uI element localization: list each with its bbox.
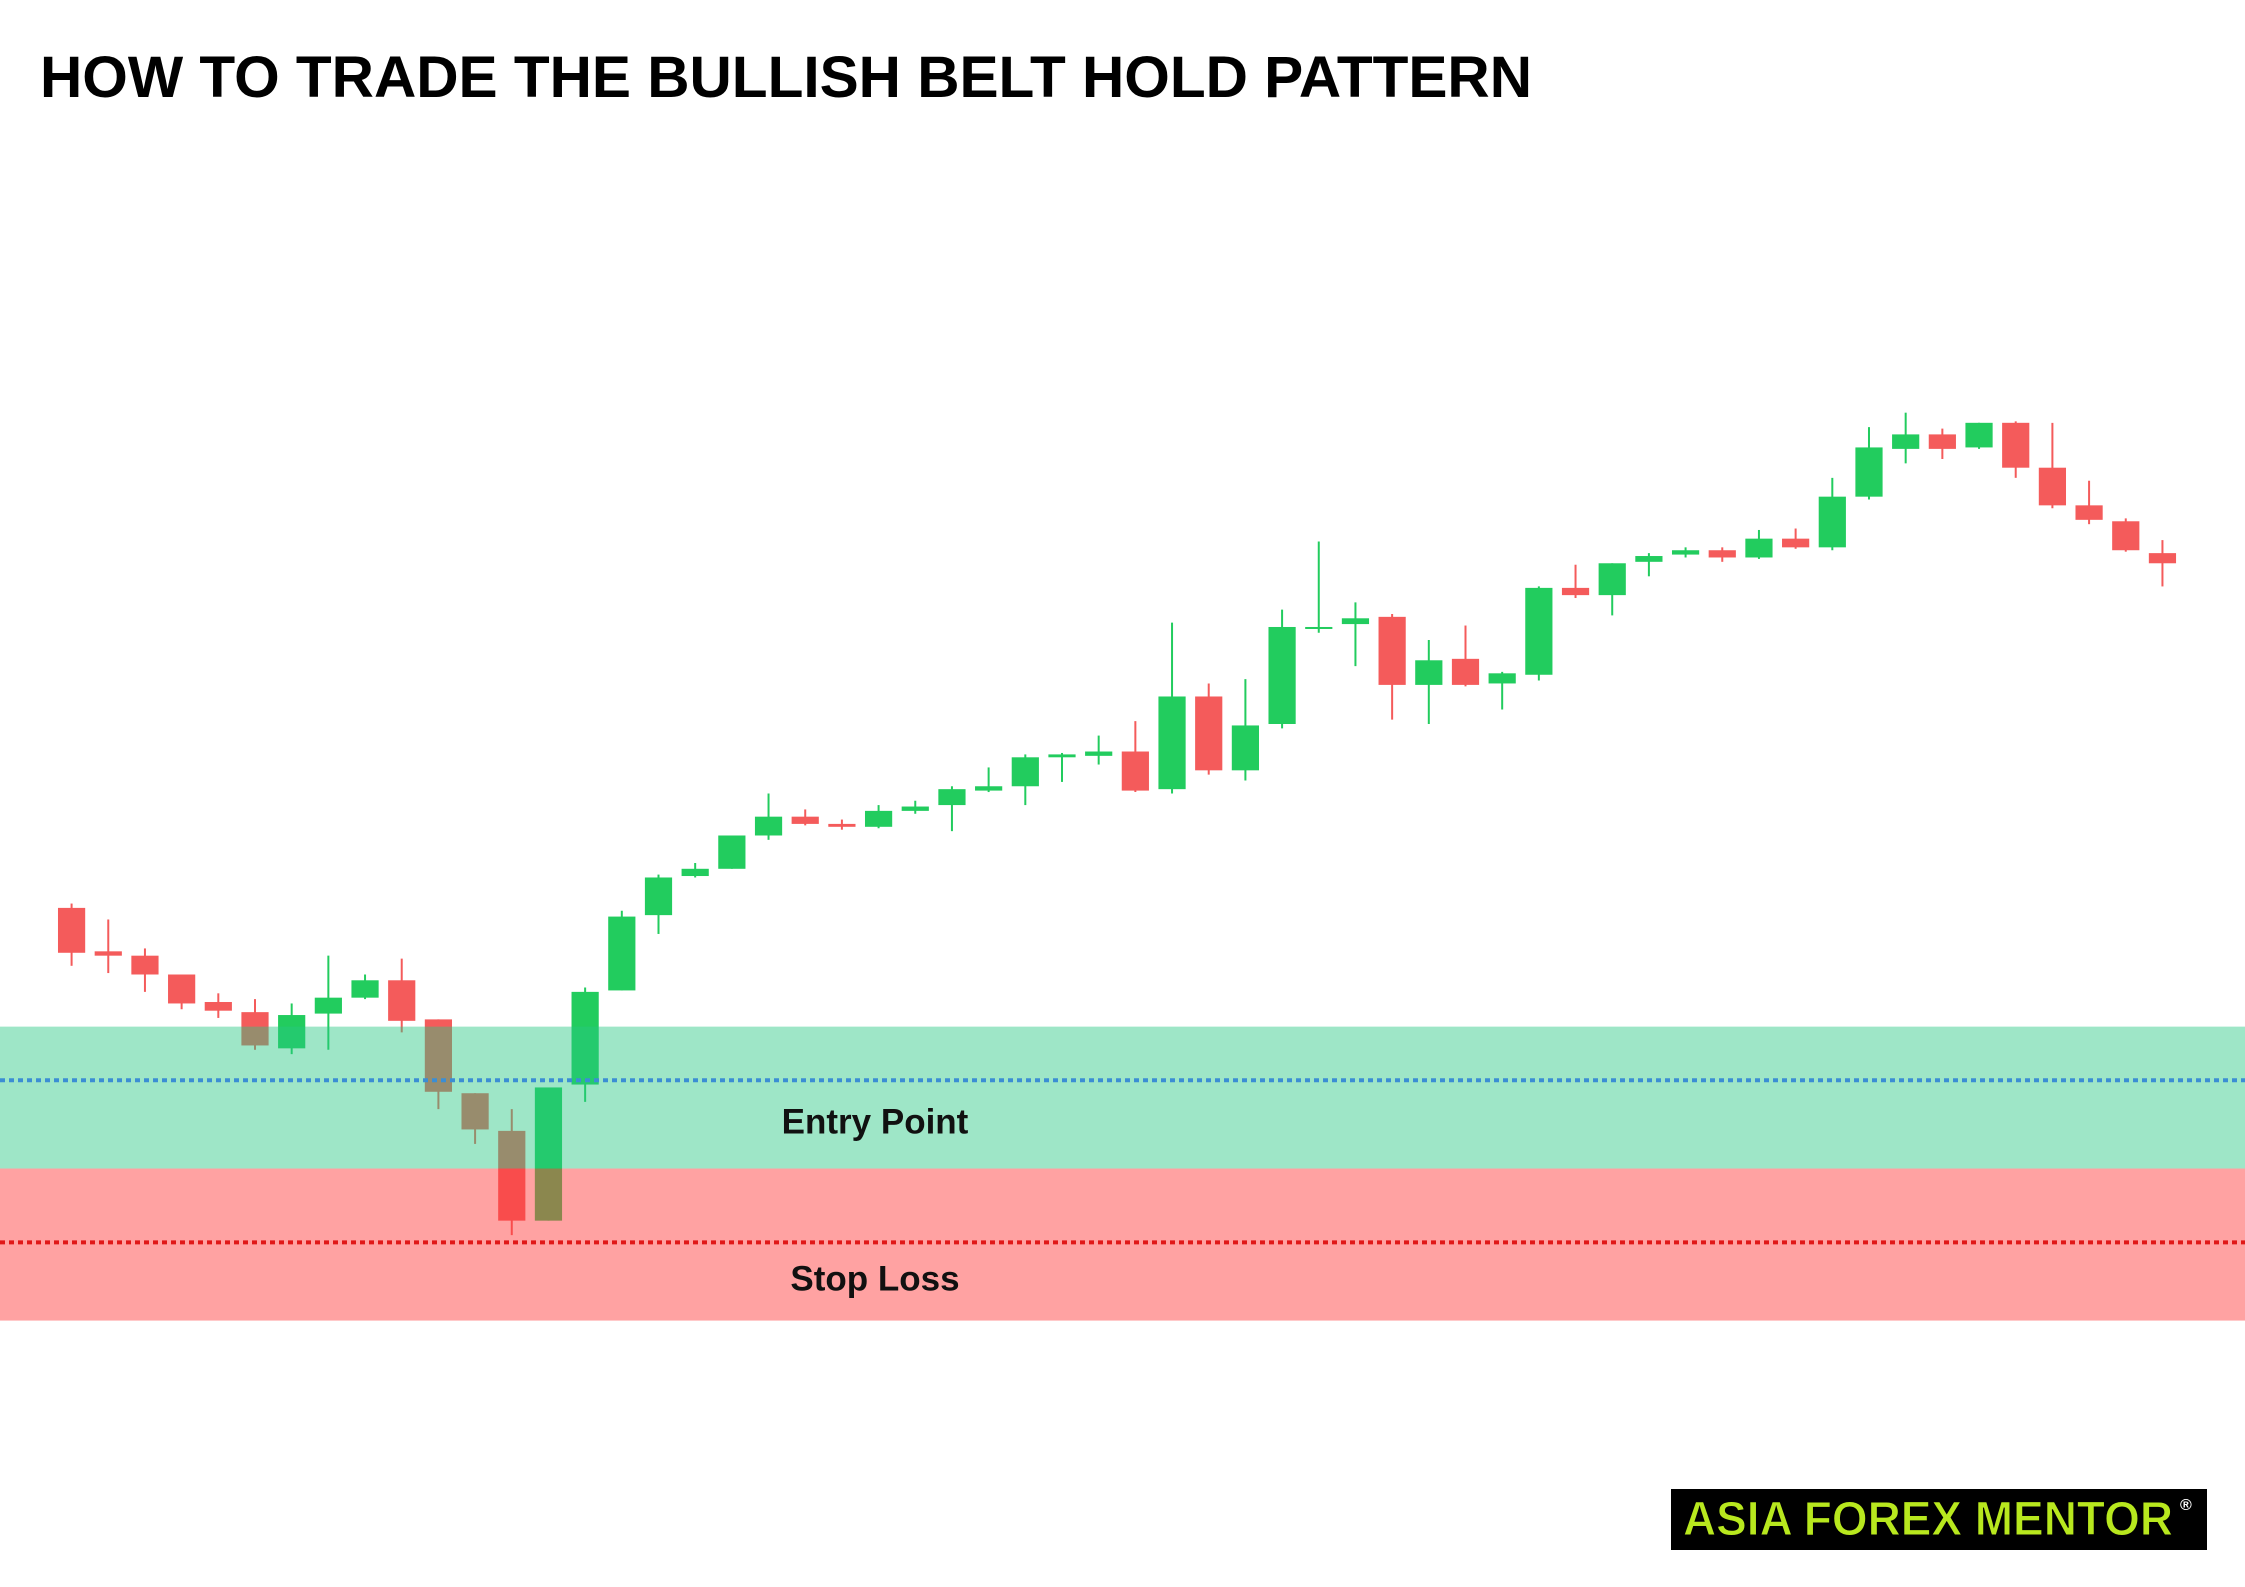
candle-body: [828, 823, 856, 827]
candle-body: [1305, 626, 1333, 629]
candle-body: [241, 1012, 269, 1046]
candle-body: [131, 955, 159, 975]
zones: Entry Point Stop Loss: [0, 1026, 2245, 1321]
candle-body: [498, 1130, 526, 1221]
candle-body: [1341, 618, 1370, 625]
chart-title: HOW TO TRADE THE BULLISH BELT HOLD PATTE…: [40, 45, 1532, 110]
candle-body: [1085, 751, 1113, 756]
candle-body: [1708, 550, 1736, 558]
candle-body: [1415, 660, 1443, 685]
candle-body: [938, 789, 966, 806]
candle-body: [57, 907, 86, 953]
candle-body: [864, 810, 893, 827]
logo-box: [1671, 1489, 2207, 1550]
logo: ASIA FOREX MENTOR: [1683, 1493, 2173, 1546]
candle-body: [424, 1019, 453, 1092]
candle-body: [204, 1002, 232, 1011]
candle-body: [1451, 658, 1480, 685]
candle-body: [791, 816, 819, 824]
candle-body: [351, 980, 379, 998]
candle-body: [314, 997, 342, 1014]
candle-body: [1965, 422, 1993, 448]
zone-label: Stop Loss: [790, 1260, 959, 1299]
candle-body: [901, 806, 929, 811]
zone: [0, 1026, 2245, 1169]
candle-body: [1378, 616, 1406, 685]
candle-body: [1671, 550, 1700, 555]
candle-body: [534, 1087, 563, 1221]
candle-body: [1048, 754, 1076, 758]
candle-body: [644, 877, 673, 916]
candle-body: [681, 868, 709, 877]
candle-body: [1121, 751, 1149, 791]
candles: [57, 412, 2177, 1236]
zone-label: Entry Point: [782, 1103, 969, 1142]
logo-mark: ®: [2180, 1497, 2192, 1514]
candle-body: [1158, 696, 1186, 790]
zone: [0, 1168, 2245, 1321]
candle-body: [1745, 538, 1773, 558]
candle-body: [1011, 757, 1039, 787]
candle-body: [168, 974, 196, 1004]
candle-body: [2148, 553, 2177, 564]
candle-body: [718, 835, 746, 869]
candle-body: [461, 1093, 489, 1130]
candle-body: [1195, 696, 1223, 771]
candle-body: [94, 951, 122, 956]
candle-body: [608, 916, 636, 991]
candle-body: [388, 980, 416, 1021]
candle-body: [1818, 496, 1846, 548]
candle-body: [1855, 447, 1883, 497]
candle-body: [1635, 556, 1663, 562]
candle-body: [2112, 521, 2140, 551]
candle-body: [2038, 467, 2067, 506]
candle-body: [1231, 725, 1260, 771]
candle-body: [1268, 626, 1296, 724]
candle-body: [1525, 587, 1553, 675]
candle-body: [1928, 434, 1956, 449]
candle-body: [975, 786, 1003, 791]
candle-body: [1561, 587, 1590, 596]
candle-body: [1488, 673, 1516, 684]
candle-body: [2002, 422, 2030, 468]
candle-body: [2075, 505, 2103, 520]
candle-body: [1598, 563, 1626, 596]
candle-body: [278, 1015, 306, 1049]
candle-body: [754, 816, 783, 836]
candle-body: [1782, 538, 1810, 548]
candle-body: [1892, 434, 1920, 449]
candle-body: [571, 991, 599, 1085]
